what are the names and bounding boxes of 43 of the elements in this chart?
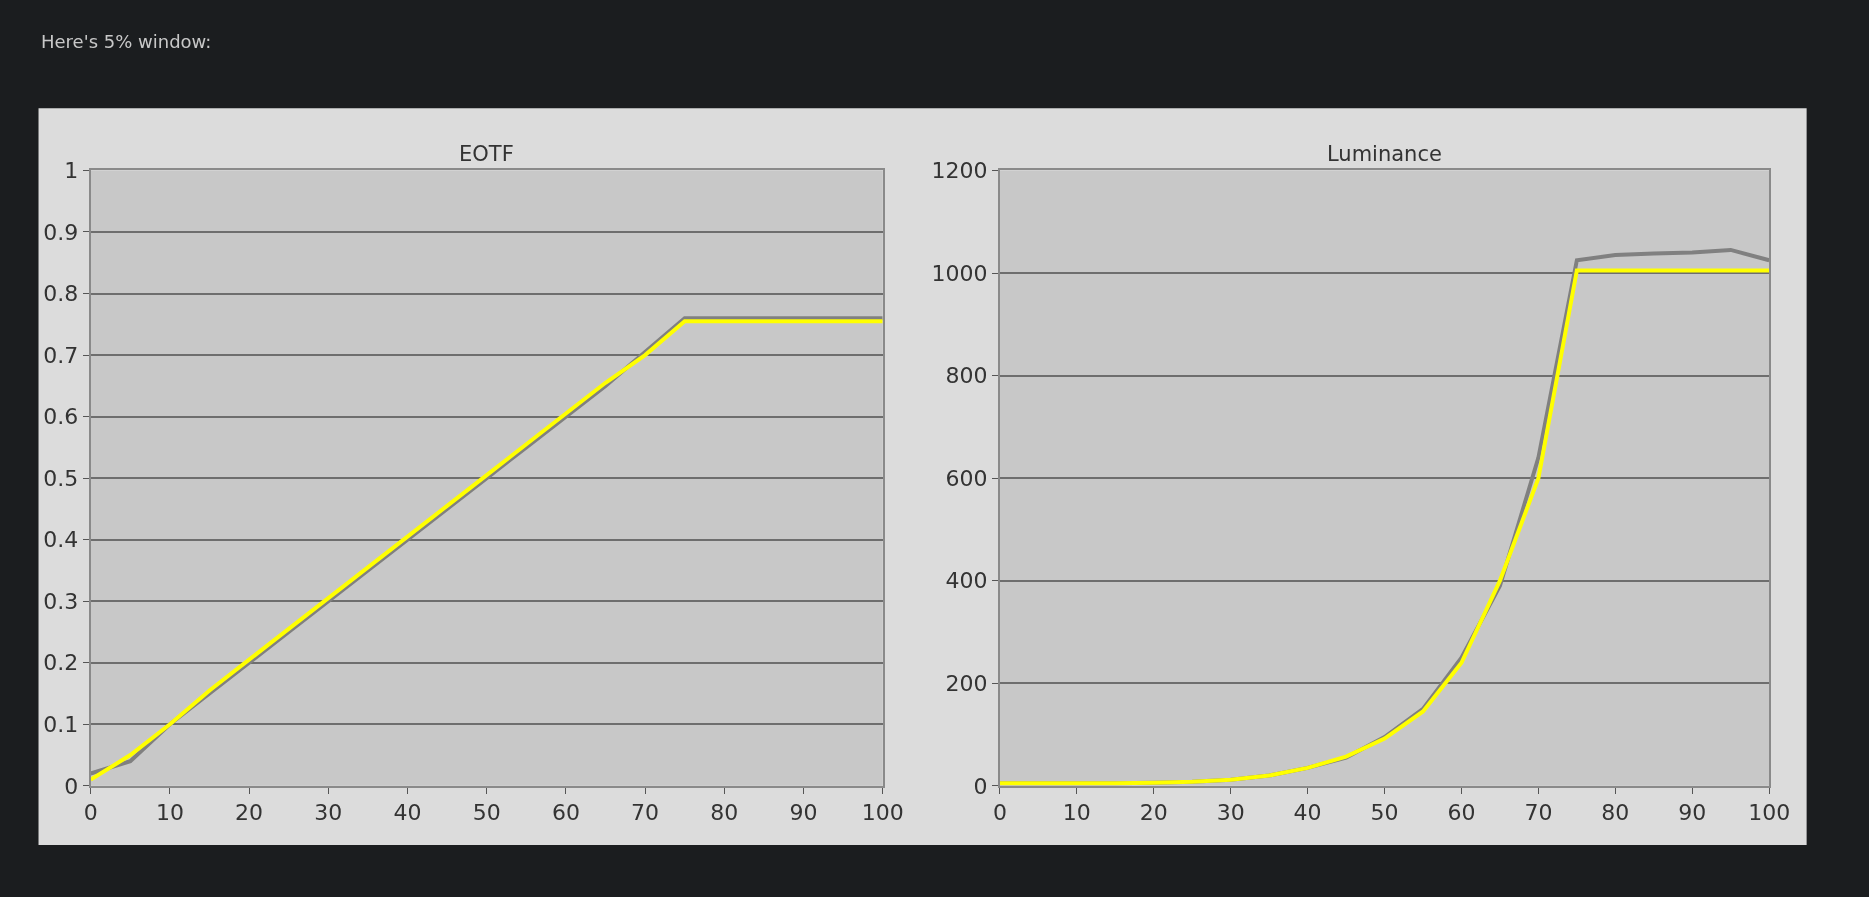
y-tick-label: 1 bbox=[64, 158, 79, 184]
x-tick-label: 30 bbox=[314, 800, 343, 826]
x-tick-label: 10 bbox=[1062, 800, 1091, 826]
chart-title: Luminance bbox=[1327, 142, 1442, 166]
x-tick-label: 0 bbox=[83, 800, 98, 826]
y-tick-label: 1000 bbox=[931, 260, 988, 286]
x-tick-label: 70 bbox=[631, 800, 660, 826]
y-tick-label: 0.6 bbox=[43, 404, 79, 430]
y-tick-label: 200 bbox=[945, 670, 988, 696]
x-tick-label: 90 bbox=[1678, 800, 1707, 826]
y-tick-label: 0.2 bbox=[43, 650, 79, 676]
y-tick-label: 0.1 bbox=[43, 711, 79, 737]
x-tick-label: 80 bbox=[1601, 800, 1630, 826]
x-tick-label: 60 bbox=[1447, 800, 1476, 826]
x-tick-label: 0 bbox=[992, 800, 1007, 826]
x-tick-label: 40 bbox=[1293, 800, 1322, 826]
y-tick-label: 0.7 bbox=[43, 342, 79, 368]
x-tick-label: 40 bbox=[393, 800, 422, 826]
x-tick-label: 50 bbox=[1370, 800, 1399, 826]
x-tick-label: 20 bbox=[1139, 800, 1168, 826]
x-tick-label: 20 bbox=[235, 800, 264, 826]
y-tick-label: 0.9 bbox=[43, 219, 79, 245]
x-tick-label: 80 bbox=[710, 800, 739, 826]
chart-title: EOTF bbox=[459, 142, 514, 166]
x-tick-label: 70 bbox=[1524, 800, 1553, 826]
x-tick-label: 100 bbox=[1748, 800, 1791, 826]
x-tick-label: 50 bbox=[472, 800, 501, 826]
y-tick-label: 1200 bbox=[931, 158, 988, 184]
x-tick-label: 60 bbox=[551, 800, 580, 826]
y-tick-label: 0.3 bbox=[43, 588, 79, 614]
x-tick-label: 10 bbox=[155, 800, 184, 826]
x-tick-label: 90 bbox=[789, 800, 818, 826]
text: Here's 5% window: bbox=[41, 31, 212, 52]
y-tick-label: 0.5 bbox=[43, 465, 79, 491]
y-tick-label: 800 bbox=[945, 363, 988, 389]
y-tick-label: 0 bbox=[973, 773, 988, 799]
x-tick-label: 30 bbox=[1216, 800, 1245, 826]
y-tick-label: 0 bbox=[64, 773, 79, 799]
y-tick-label: 400 bbox=[945, 568, 988, 594]
y-tick-label: 600 bbox=[945, 465, 988, 491]
y-tick-label: 0.8 bbox=[43, 281, 79, 307]
y-tick-label: 0.4 bbox=[43, 527, 79, 553]
x-tick-label: 100 bbox=[861, 800, 904, 826]
